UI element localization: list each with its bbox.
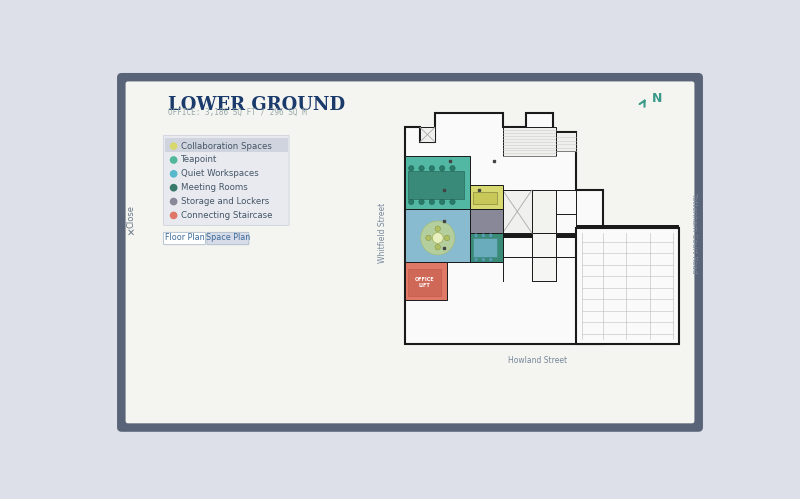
Bar [406, 209, 470, 262]
Circle shape [474, 234, 478, 238]
Text: N: N [652, 92, 662, 105]
FancyBboxPatch shape [207, 233, 249, 245]
Circle shape [409, 199, 414, 205]
FancyBboxPatch shape [163, 233, 206, 245]
Bar [532, 190, 555, 233]
Circle shape [419, 166, 424, 171]
Circle shape [170, 170, 178, 178]
Bar [406, 156, 470, 209]
Bar [473, 192, 497, 204]
Circle shape [421, 221, 454, 255]
Bar [406, 262, 446, 300]
Text: Space Plan: Space Plan [206, 233, 250, 242]
FancyBboxPatch shape [126, 81, 694, 423]
Text: Quiet Workspaces: Quiet Workspaces [182, 169, 259, 178]
Circle shape [170, 212, 178, 219]
Bar [470, 209, 502, 233]
Circle shape [489, 257, 493, 261]
Bar [502, 235, 576, 238]
Bar [420, 127, 435, 142]
Text: OFFICE: 3,186 SQ FT / 296 SQ M: OFFICE: 3,186 SQ FT / 296 SQ M [168, 108, 307, 117]
Circle shape [444, 235, 450, 241]
Circle shape [435, 245, 441, 250]
Bar [555, 132, 576, 152]
Circle shape [450, 199, 455, 205]
FancyBboxPatch shape [117, 73, 703, 432]
Circle shape [170, 198, 178, 206]
Text: ✕: ✕ [127, 228, 135, 238]
Bar [470, 233, 502, 262]
Bar [470, 185, 502, 209]
Circle shape [429, 166, 434, 171]
Circle shape [439, 166, 445, 171]
Circle shape [419, 199, 424, 205]
Circle shape [450, 166, 455, 171]
Circle shape [482, 257, 486, 261]
Circle shape [170, 156, 178, 164]
Text: Storage and Lockers: Storage and Lockers [182, 197, 270, 206]
Text: Whitfield Street: Whitfield Street [378, 203, 387, 263]
Circle shape [409, 166, 414, 171]
Circle shape [170, 184, 178, 192]
Circle shape [435, 226, 441, 232]
Bar [532, 233, 555, 257]
Bar [408, 171, 464, 200]
Bar [408, 269, 441, 295]
Text: OFFICE
LIFT: OFFICE LIFT [414, 277, 434, 288]
Text: Teapoint: Teapoint [182, 156, 218, 165]
Text: Connecting Staircase: Connecting Staircase [182, 211, 273, 220]
Text: Tottenham Court Road: Tottenham Court Road [691, 193, 698, 273]
Bar [502, 190, 532, 233]
Bar [473, 238, 497, 257]
Circle shape [432, 233, 443, 244]
Bar [165, 138, 287, 152]
Text: Floor Plan: Floor Plan [165, 233, 204, 242]
Text: Collaboration Spaces: Collaboration Spaces [182, 142, 272, 151]
Polygon shape [406, 113, 602, 344]
Circle shape [426, 235, 431, 241]
Circle shape [482, 234, 486, 238]
Bar [576, 225, 679, 229]
Circle shape [489, 234, 493, 238]
FancyBboxPatch shape [163, 135, 289, 226]
Circle shape [474, 257, 478, 261]
Text: Close: Close [126, 206, 135, 229]
Bar [502, 127, 555, 156]
Text: LOWER GROUND: LOWER GROUND [168, 96, 346, 114]
Circle shape [439, 199, 445, 205]
Bar [532, 257, 555, 281]
Polygon shape [576, 229, 679, 344]
Circle shape [429, 199, 434, 205]
Text: Meeting Rooms: Meeting Rooms [182, 183, 248, 192]
Circle shape [170, 142, 178, 150]
Text: Howland Street: Howland Street [508, 356, 567, 365]
